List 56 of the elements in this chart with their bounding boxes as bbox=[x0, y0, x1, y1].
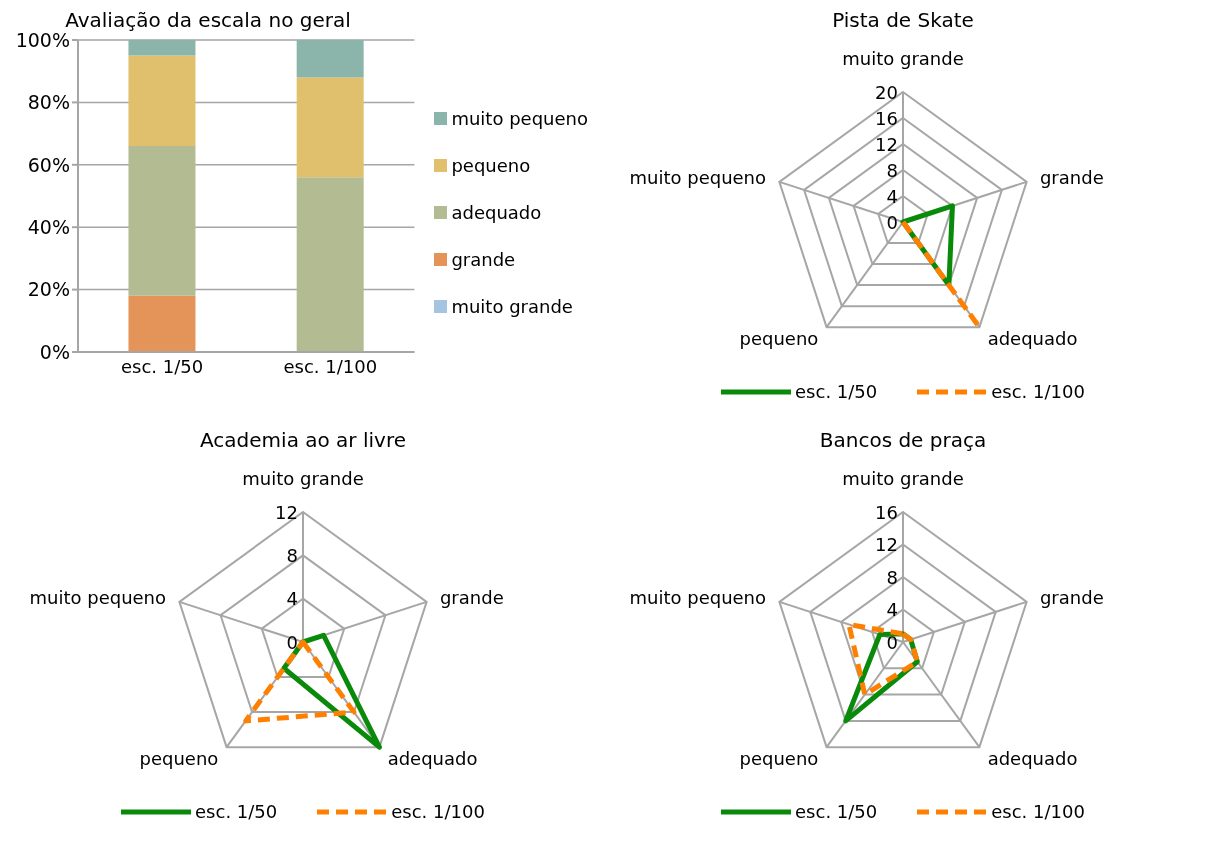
legend-label: esc. 1/100 bbox=[991, 801, 1085, 822]
y-tick-label: 12 bbox=[875, 534, 898, 555]
legend-label: esc. 1/50 bbox=[795, 381, 878, 402]
y-tick-label: 0 bbox=[886, 631, 898, 653]
spoke-label: adequado bbox=[387, 748, 478, 769]
y-tick-label: 80% bbox=[27, 91, 70, 114]
y-tick-label: 20 bbox=[875, 81, 898, 103]
spoke-label: pequeno bbox=[739, 748, 819, 769]
legend-label: muito grande bbox=[451, 295, 573, 317]
chart-title: Pista de Skate bbox=[831, 8, 975, 32]
bar bbox=[296, 177, 364, 352]
chart-title: Bancos de praça bbox=[818, 428, 988, 452]
y-tick-label: 16 bbox=[875, 107, 898, 129]
y-tick-label: 12 bbox=[875, 133, 898, 155]
y-tick-label: 4 bbox=[886, 599, 898, 620]
spoke-label: muito grande bbox=[842, 467, 964, 489]
y-tick-label: 60% bbox=[27, 153, 70, 176]
y-tick-label: 8 bbox=[886, 159, 898, 181]
spoke-label: adequado bbox=[987, 328, 1078, 349]
y-tick-label: 16 bbox=[875, 501, 898, 523]
legend-label: muito pequeno bbox=[451, 107, 588, 129]
spoke-label: muito pequeno bbox=[29, 587, 167, 608]
spoke-label: muito grande bbox=[842, 47, 964, 69]
y-tick-label: 8 bbox=[886, 566, 898, 588]
spoke-label: adequado bbox=[987, 748, 1078, 769]
spoke-label: pequeno bbox=[139, 748, 219, 769]
legend-label: adequado bbox=[451, 201, 542, 223]
y-tick-label: 8 bbox=[286, 544, 298, 566]
y-tick-label: 0% bbox=[39, 340, 70, 363]
spoke-label: pequeno bbox=[739, 328, 819, 349]
spoke-label: muito pequeno bbox=[629, 167, 767, 188]
y-tick-label: 4 bbox=[286, 588, 298, 610]
legend-label: esc. 1/50 bbox=[795, 801, 878, 822]
spoke-label: muito pequeno bbox=[629, 587, 767, 608]
y-tick-label: 0 bbox=[286, 631, 298, 653]
spoke-label: grande bbox=[1039, 167, 1104, 188]
legend-label: esc. 1/100 bbox=[991, 381, 1085, 402]
y-tick-label: 0 bbox=[886, 211, 898, 233]
spoke-label: grande bbox=[439, 587, 504, 608]
legend-label: esc. 1/100 bbox=[391, 801, 485, 822]
y-tick-label: 4 bbox=[886, 185, 898, 207]
legend-label: esc. 1/50 bbox=[195, 801, 278, 822]
bar bbox=[296, 77, 364, 178]
y-tick-label: 40% bbox=[27, 215, 70, 238]
chart-title: Academia ao ar livre bbox=[199, 428, 407, 452]
bar bbox=[296, 40, 364, 78]
bar bbox=[128, 146, 196, 296]
bar bbox=[128, 55, 196, 147]
legend-label: pequeno bbox=[451, 154, 531, 176]
y-tick-label: 20% bbox=[27, 278, 70, 301]
bar bbox=[128, 40, 196, 56]
y-tick-label: 12 bbox=[275, 501, 298, 523]
spoke-label: grande bbox=[1039, 587, 1104, 608]
spoke-label: muito grande bbox=[242, 467, 364, 489]
legend-label: grande bbox=[451, 248, 516, 270]
bar bbox=[128, 295, 196, 352]
